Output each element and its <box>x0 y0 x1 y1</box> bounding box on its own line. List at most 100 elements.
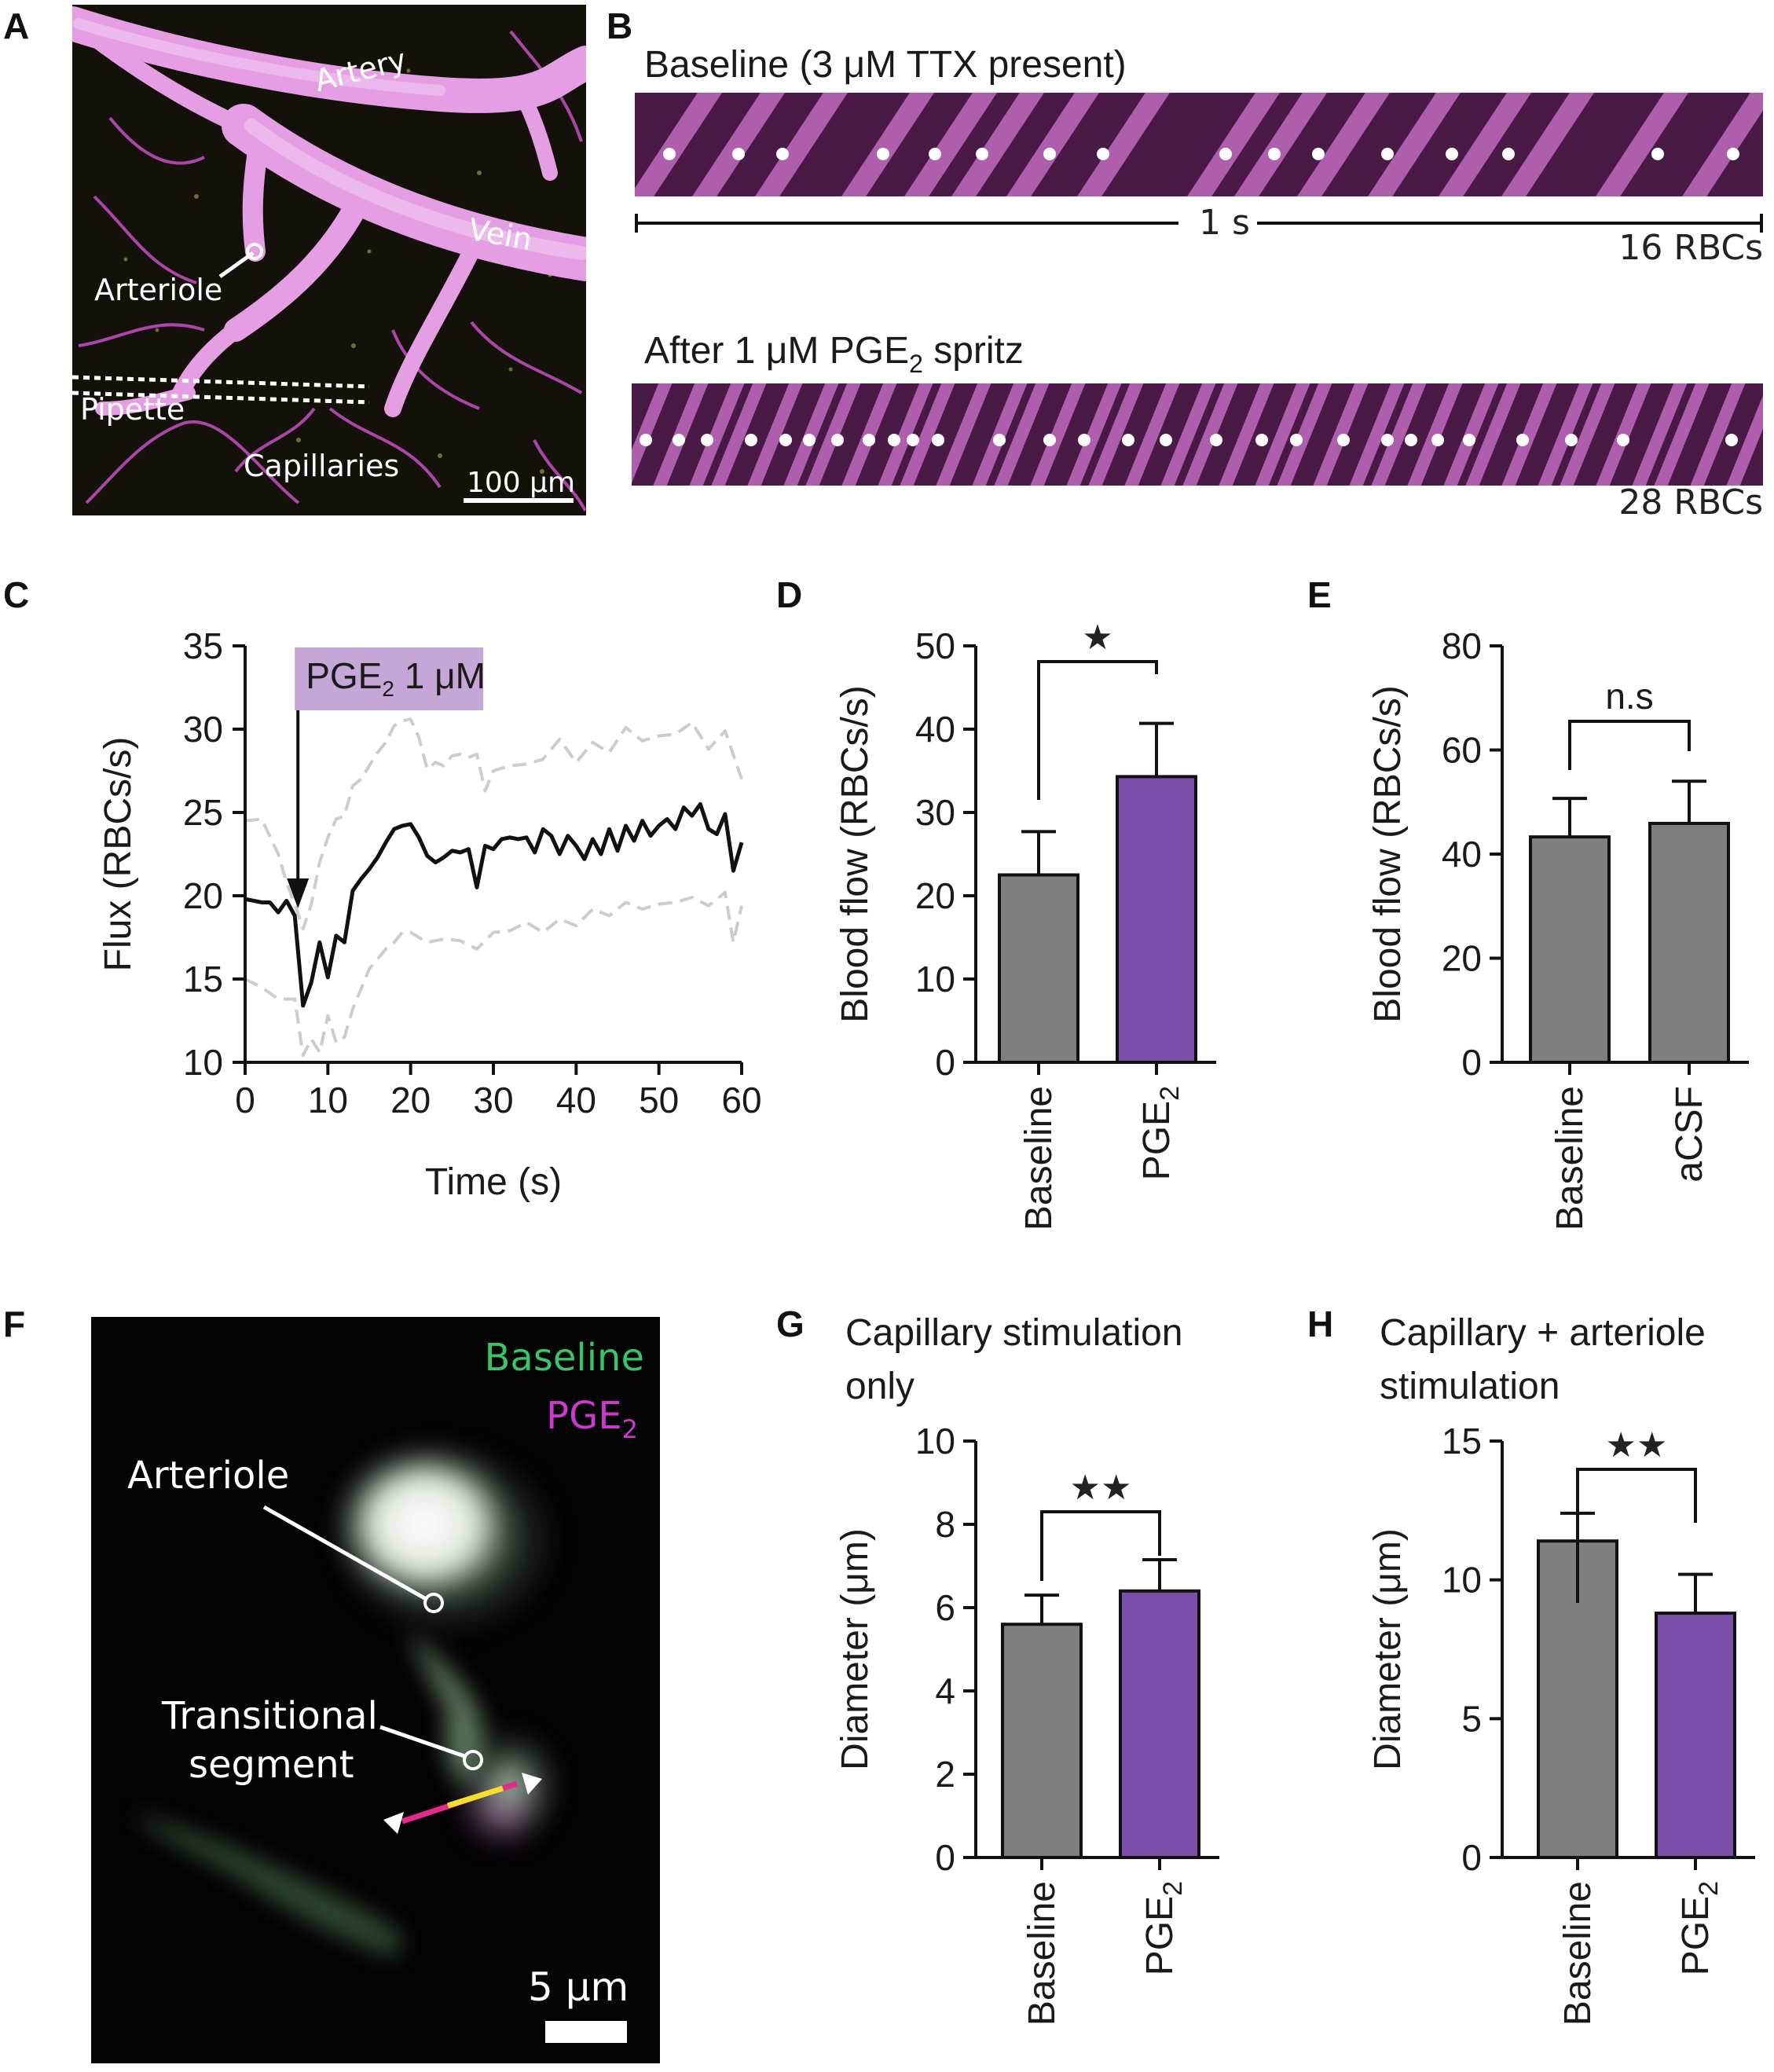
rbc-streak <box>1160 383 1216 486</box>
significance-marker: ★★ <box>1606 1425 1668 1465</box>
rbc-streak <box>1313 383 1369 486</box>
transitional-pointer <box>379 1725 467 1759</box>
transitional-marker-icon <box>463 1750 483 1770</box>
y-tick-label: 50 <box>915 625 955 666</box>
x-tick-label: PGE2 <box>1675 1881 1724 1975</box>
panel-letter-e: E <box>1307 574 1332 615</box>
rbc-streak <box>1066 383 1122 486</box>
mean-flux-line <box>244 801 744 1008</box>
rbc-streak <box>1560 383 1615 486</box>
x-tick-label: 60 <box>721 1080 761 1120</box>
panel-letter-b: B <box>607 6 633 46</box>
rbc-streak <box>632 383 673 483</box>
rbc-streak <box>1538 383 1593 486</box>
panel-letter-h: H <box>1307 1304 1334 1344</box>
rbc-dot <box>863 434 875 446</box>
significance-bracket <box>1040 1510 1161 1581</box>
rbc-streak <box>1371 383 1427 486</box>
panel-g-bar-chart: 0 2 4 6 8 10 Diameter (μm) Baseline PGE2 ★★ <box>834 1421 1219 2026</box>
arrowhead-icon <box>522 1773 542 1795</box>
rbc-dot <box>907 434 919 446</box>
artery-label: Artery <box>311 42 409 98</box>
x-tick-label: Baseline <box>1021 1881 1063 2026</box>
rbc-dot <box>1516 434 1529 446</box>
time-scale-label: 1 s <box>1199 203 1250 243</box>
arrowhead-icon <box>383 1812 404 1834</box>
rbc-streak <box>972 383 1028 486</box>
y-tick-label: 5 <box>1461 1698 1482 1739</box>
rbc-markers-baseline <box>663 148 1739 160</box>
rbc-dot <box>1290 434 1303 446</box>
panel-letter-g: G <box>776 1304 805 1344</box>
rbc-streak <box>1234 93 1327 196</box>
rbc-dot <box>831 434 844 446</box>
transitional-label-2: segment <box>189 1743 354 1787</box>
y-tick-label: 30 <box>915 792 955 833</box>
rbc-dot <box>779 434 792 446</box>
panel-letter-d: D <box>776 574 803 615</box>
rbc-streak <box>1255 383 1310 486</box>
bar-baseline <box>1537 1539 1618 1859</box>
x-tick-label: 0 <box>235 1080 255 1120</box>
y-axis-label: Flux (RBCs/s) <box>97 737 139 972</box>
y-axis-label: Blood flow (RBCs/s) <box>834 685 876 1022</box>
rbc-dot <box>1312 148 1325 160</box>
rbc-streak <box>1690 383 1746 486</box>
rbc-streak <box>755 93 848 196</box>
arteriole-label: Arteriole <box>94 273 222 307</box>
rbc-dot <box>1255 434 1268 446</box>
rbc-streak <box>994 383 1050 486</box>
y-tick-label: 20 <box>1442 938 1482 979</box>
rbc-streak <box>1277 383 1332 486</box>
rbc-dot <box>1122 434 1134 446</box>
y-tick-label: 0 <box>1461 1042 1482 1083</box>
pge2-annotation-box <box>295 647 484 710</box>
capillaries-label: Capillaries <box>244 449 399 483</box>
x-axis-label: Time (s) <box>425 1161 562 1203</box>
panel-letter-c: C <box>3 574 30 615</box>
baseline-scan-title: Baseline (3 μM TTX present) <box>644 44 1127 86</box>
x-tick-label: aCSF <box>1669 1086 1710 1183</box>
baseline-rbc-count: 16 RBCs <box>1618 228 1763 268</box>
rbc-markers-after <box>640 434 1738 446</box>
rbc-dot <box>776 148 789 160</box>
y-tick-label: 35 <box>183 625 223 666</box>
rbc-streak <box>1439 93 1531 196</box>
rbc-dot <box>1210 434 1222 446</box>
pge2-annotation-label: PGE2 1 μM <box>306 655 486 701</box>
diameter-line-pge2 <box>401 1780 519 1824</box>
y-tick-label: 25 <box>183 792 223 833</box>
arteriole-marker-icon <box>246 243 263 260</box>
arteriole-marker-icon <box>423 1593 444 1613</box>
y-tick-label: 10 <box>1442 1560 1482 1601</box>
rbc-streak <box>1349 383 1405 486</box>
rbc-streak <box>841 383 897 486</box>
rbc-dot <box>976 148 988 160</box>
rbc-streak <box>1632 383 1688 486</box>
significance-bracket <box>1037 660 1158 800</box>
rbc-streak <box>1596 383 1651 486</box>
bar-baseline <box>1529 835 1611 1064</box>
rbc-streak <box>936 383 991 486</box>
rbc-dot <box>673 434 685 446</box>
x-tick-label: Baseline <box>1018 1086 1060 1230</box>
rbc-dot <box>1463 434 1475 446</box>
bar-acsf <box>1648 821 1730 1064</box>
rbc-dot <box>888 434 900 446</box>
arteriole-pointer <box>218 251 255 279</box>
rbc-dot <box>732 148 745 160</box>
rbc-streak <box>841 93 934 196</box>
rbc-streak <box>1682 93 1763 196</box>
rbc-streak <box>1501 93 1594 196</box>
after-rbc-count: 28 RBCs <box>1618 482 1763 523</box>
rbc-streak <box>711 383 767 486</box>
panel-h-bar-chart: 0 5 10 15 Diameter (μm) Baseline PGE2 ★★ <box>1367 1421 1755 2026</box>
baseline-channel-label: Baseline <box>484 1336 644 1380</box>
rbc-dot <box>877 148 889 160</box>
x-tick-label: 20 <box>390 1080 431 1120</box>
arteriole-label-f: Arteriole <box>127 1454 289 1498</box>
sem-bound-line <box>244 717 743 931</box>
